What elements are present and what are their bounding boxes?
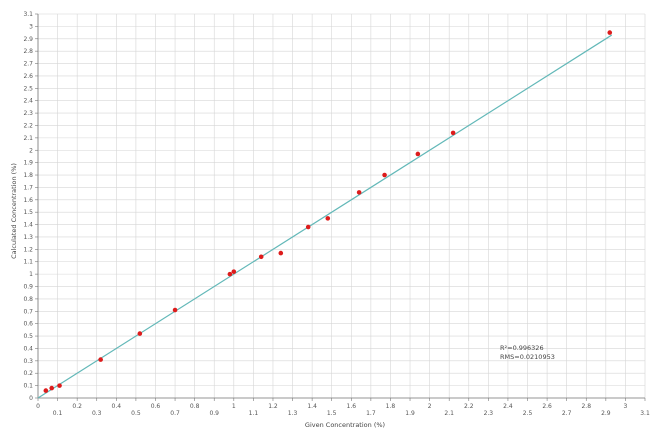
y-tick-label: 0.2 <box>23 370 33 377</box>
x-tick-label: 1.3 <box>288 410 298 417</box>
axes <box>35 13 646 401</box>
y-tick-label: 2.6 <box>23 73 33 80</box>
x-tick-label: 1.5 <box>327 410 337 417</box>
x-tick-label: 0.7 <box>170 410 180 417</box>
x-tick-label: 2.1 <box>444 410 454 417</box>
data-point <box>98 357 103 362</box>
x-tick-label: 2.3 <box>484 410 494 417</box>
y-tick-label: 0.3 <box>23 358 33 365</box>
y-tick-label: 0.1 <box>23 383 33 390</box>
x-tick-label: 2.6 <box>542 403 552 410</box>
y-tick-label: 1.6 <box>23 197 33 204</box>
y-tick-label: 3.1 <box>23 11 33 18</box>
y-tick-label: 0 <box>29 395 33 402</box>
y-tick-label: 0.4 <box>23 345 33 352</box>
x-tick-label: 1.9 <box>405 410 415 417</box>
x-tick-labels: 0 0.1 0.2 0.3 0.4 0.5 0.6 0.7 0.8 0.9 1 1.1 1.2 1.3 1.… <box>36 403 650 417</box>
x-tick-label: 2.4 <box>503 403 513 410</box>
x-tick-label: 2 <box>428 403 432 410</box>
y-tick-label: 2.9 <box>23 36 33 43</box>
y-tick-label: 0.6 <box>23 321 33 328</box>
y-tick-label: 1.1 <box>23 259 33 266</box>
y-tick-label: 0.5 <box>23 333 33 340</box>
y-tick-label: 1 <box>29 271 33 278</box>
x-tick-label: 1.8 <box>386 403 396 410</box>
data-point <box>356 190 362 195</box>
x-tick-label: 1 <box>232 403 236 410</box>
y-tick-label: 2.5 <box>23 85 33 92</box>
data-point <box>43 388 49 393</box>
x-tick-label: 2.5 <box>523 410 533 417</box>
x-tick-label: 2.9 <box>601 410 611 417</box>
x-tick-label: 1.2 <box>268 403 278 410</box>
y-tick-label: 1.9 <box>23 160 33 167</box>
data-point <box>382 172 387 178</box>
x-tick-label: 0.5 <box>131 410 141 417</box>
x-tick-label: 0.8 <box>190 403 200 410</box>
x-tick-label: 2.7 <box>562 410 572 417</box>
grid <box>37 13 646 399</box>
data-points <box>43 30 613 393</box>
y-tick-label: 1.7 <box>23 184 33 191</box>
y-tick-label: 1.3 <box>23 234 33 241</box>
y-tick-label: 1.5 <box>23 209 33 216</box>
y-tick-labels: 0 0.1 0.2 0.3 0.4 0.5 0.6 0.7 0.8 0.9 1 1.1 1.2 1.3 1.… <box>23 11 33 402</box>
y-tick-label: 2.4 <box>23 98 33 105</box>
x-tick-label: 1.7 <box>366 410 376 417</box>
data-point <box>227 271 233 277</box>
x-tick-label: 1.6 <box>347 403 357 410</box>
y-tick-label: 2.3 <box>23 110 33 117</box>
x-tick-label: 1.1 <box>249 410 259 417</box>
y-tick-label: 2 <box>29 147 33 154</box>
regression-line <box>37 34 613 399</box>
x-tick-label: 0.2 <box>72 403 82 410</box>
x-tick-label: 3 <box>624 403 628 410</box>
data-point <box>137 331 143 336</box>
y-tick-label: 1.2 <box>23 246 33 253</box>
x-tick-label: 0.1 <box>53 410 63 417</box>
x-tick-label: 2.8 <box>581 403 591 410</box>
data-point <box>450 130 456 136</box>
fit-line-layer <box>37 34 613 399</box>
y-tick-label: 2.7 <box>23 61 33 68</box>
x-tick-label: 2.2 <box>464 403 474 410</box>
data-point <box>305 224 311 230</box>
data-point <box>231 269 237 274</box>
data-point <box>607 30 613 35</box>
y-tick-label: 1.8 <box>23 172 33 179</box>
x-tick-label: 0.4 <box>112 403 122 410</box>
y-tick-label: 0.8 <box>23 296 33 303</box>
data-point <box>278 250 284 256</box>
y-tick-label: 3 <box>29 23 33 30</box>
x-tick-label: 0.3 <box>92 410 102 417</box>
data-point <box>57 383 62 388</box>
annotation-r2: R²=0.996326 <box>500 344 544 352</box>
x-tick-label: 3.1 <box>640 410 650 417</box>
data-point <box>172 307 178 313</box>
y-tick-label: 2.2 <box>23 122 33 129</box>
data-point <box>49 385 55 391</box>
data-point <box>415 151 421 157</box>
y-tick-label: 1.4 <box>23 222 33 229</box>
y-tick-label: 2.8 <box>23 48 33 55</box>
y-tick-label: 0.7 <box>23 308 33 315</box>
x-tick-label: 0.9 <box>209 410 219 417</box>
y-axis-label: Calculated Concentration (%) <box>10 163 18 259</box>
y-tick-label: 2.1 <box>23 135 33 142</box>
data-point <box>325 216 331 221</box>
y-tick-label: 0.9 <box>23 284 33 291</box>
x-axis-label: Given Concentration (%) <box>305 421 385 429</box>
x-tick-label: 1.4 <box>307 403 317 410</box>
data-point <box>258 254 264 260</box>
x-tick-label: 0 <box>36 403 40 410</box>
annotation-rms: RMS=0.0210953 <box>500 353 555 361</box>
x-tick-label: 0.6 <box>151 403 161 410</box>
